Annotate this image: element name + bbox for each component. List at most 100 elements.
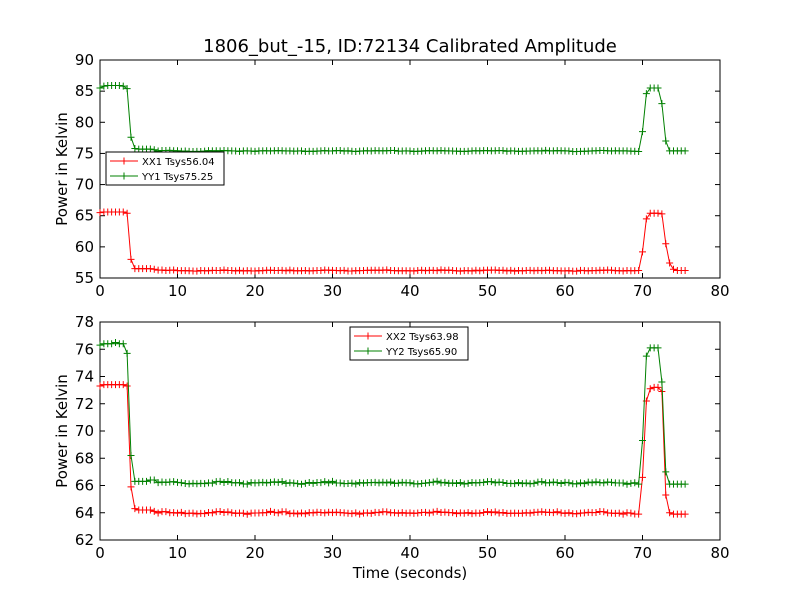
data-point-marker (127, 483, 135, 491)
data-point-marker (561, 509, 569, 517)
data-point-marker (480, 478, 488, 486)
data-point-marker (352, 480, 360, 488)
data-point-marker (414, 480, 422, 488)
data-point-marker (127, 133, 135, 141)
x-tick-label: 20 (245, 544, 264, 562)
series-xx2 (96, 381, 689, 518)
data-point-marker (363, 509, 371, 517)
data-point-marker (573, 510, 581, 518)
data-point-marker (654, 344, 662, 352)
data-point-marker (143, 477, 150, 485)
data-point-marker (131, 144, 139, 152)
data-point-marker (639, 128, 646, 136)
data-point-marker (584, 478, 592, 486)
data-point-marker (356, 510, 364, 518)
legend-box (349, 326, 469, 361)
data-point-marker (646, 385, 654, 393)
data-point-marker (263, 479, 271, 487)
legend: XX2 Tsys63.98 YY2 Tsys65.90 (349, 326, 469, 361)
data-point-marker (453, 479, 460, 487)
data-point-marker (267, 507, 274, 515)
data-point-marker (150, 507, 158, 515)
data-point-marker (201, 480, 209, 488)
data-point-marker (108, 340, 116, 348)
data-point-marker (522, 479, 530, 487)
data-point-marker (487, 478, 495, 486)
data-point-marker (654, 209, 662, 217)
data-point-marker (518, 480, 526, 488)
data-point-marker (642, 90, 650, 98)
data-point-marker (394, 479, 402, 487)
data-point-marker (127, 452, 135, 460)
data-point-marker (282, 508, 290, 516)
data-point-marker (565, 267, 573, 275)
data-point-marker (619, 510, 627, 518)
x-tick-label: 50 (478, 544, 497, 562)
data-point-marker (290, 509, 298, 517)
data-point-marker (666, 259, 674, 267)
data-point-marker (96, 84, 104, 92)
data-point-marker (476, 509, 484, 517)
data-point-marker (371, 478, 379, 486)
data-point-marker (309, 479, 317, 487)
legend-entry: YY2 Tsys65.90 (385, 347, 457, 358)
legend-box (105, 151, 225, 186)
data-point-marker (592, 508, 600, 516)
y-tick-label: 78 (75, 313, 94, 331)
data-point-marker (658, 378, 666, 386)
data-point-marker (356, 479, 364, 487)
y-tick-label: 74 (75, 368, 94, 386)
data-point-marker (391, 509, 398, 517)
data-point-marker (681, 147, 689, 155)
x-tick-label: 60 (555, 282, 574, 300)
data-point-marker (468, 510, 476, 518)
data-point-marker (495, 509, 503, 517)
data-point-marker (119, 381, 127, 389)
data-point-marker (236, 479, 243, 487)
data-point-marker (627, 509, 635, 517)
data-point-marker (123, 382, 131, 390)
data-point-marker (670, 265, 677, 273)
data-point-marker (414, 509, 422, 517)
data-point-marker (270, 508, 278, 516)
data-point-marker (491, 508, 499, 516)
series-yy2 (96, 338, 689, 488)
x-tick-label: 30 (323, 544, 342, 562)
data-point-marker (642, 352, 650, 360)
data-point-marker (243, 480, 251, 488)
data-point-marker (146, 145, 154, 153)
data-point-marker (460, 509, 468, 517)
data-point-marker (518, 509, 526, 517)
data-point-marker (429, 478, 437, 486)
data-point-marker (208, 509, 216, 517)
data-point-marker (658, 100, 666, 108)
data-point-marker (573, 267, 581, 275)
data-point-marker (422, 479, 429, 487)
data-point-marker (681, 267, 689, 275)
x-tick-label: 0 (95, 282, 105, 300)
data-point-marker (639, 437, 646, 445)
data-point-marker (329, 477, 336, 485)
data-point-marker (220, 479, 228, 487)
data-point-marker (294, 510, 302, 518)
data-point-marker (631, 479, 639, 487)
legend: XX1 Tsys56.04 YY1 Tsys75.25 (105, 151, 225, 186)
bottom-panel: 0 10 20 30 40 50 60 70 80 62 64 66 68 70 72 74 76 78 Power… (53, 313, 730, 562)
data-point-marker (158, 266, 166, 274)
data-point-marker (449, 479, 457, 487)
data-point-marker (127, 255, 135, 263)
y-tick-label: 70 (75, 176, 94, 194)
data-point-marker (449, 509, 457, 517)
data-point-marker (352, 509, 360, 517)
data-point-marker (441, 508, 449, 516)
legend-marker (120, 157, 128, 165)
data-point-marker (425, 509, 433, 517)
y-tick-label: 68 (75, 449, 94, 467)
data-point-marker (150, 265, 158, 273)
data-point-marker (123, 209, 131, 217)
legend-entry: XX1 Tsys56.04 (142, 157, 215, 168)
data-point-marker (515, 479, 522, 487)
legend-entry: YY1 Tsys75.25 (141, 172, 213, 183)
data-point-marker (96, 341, 104, 349)
